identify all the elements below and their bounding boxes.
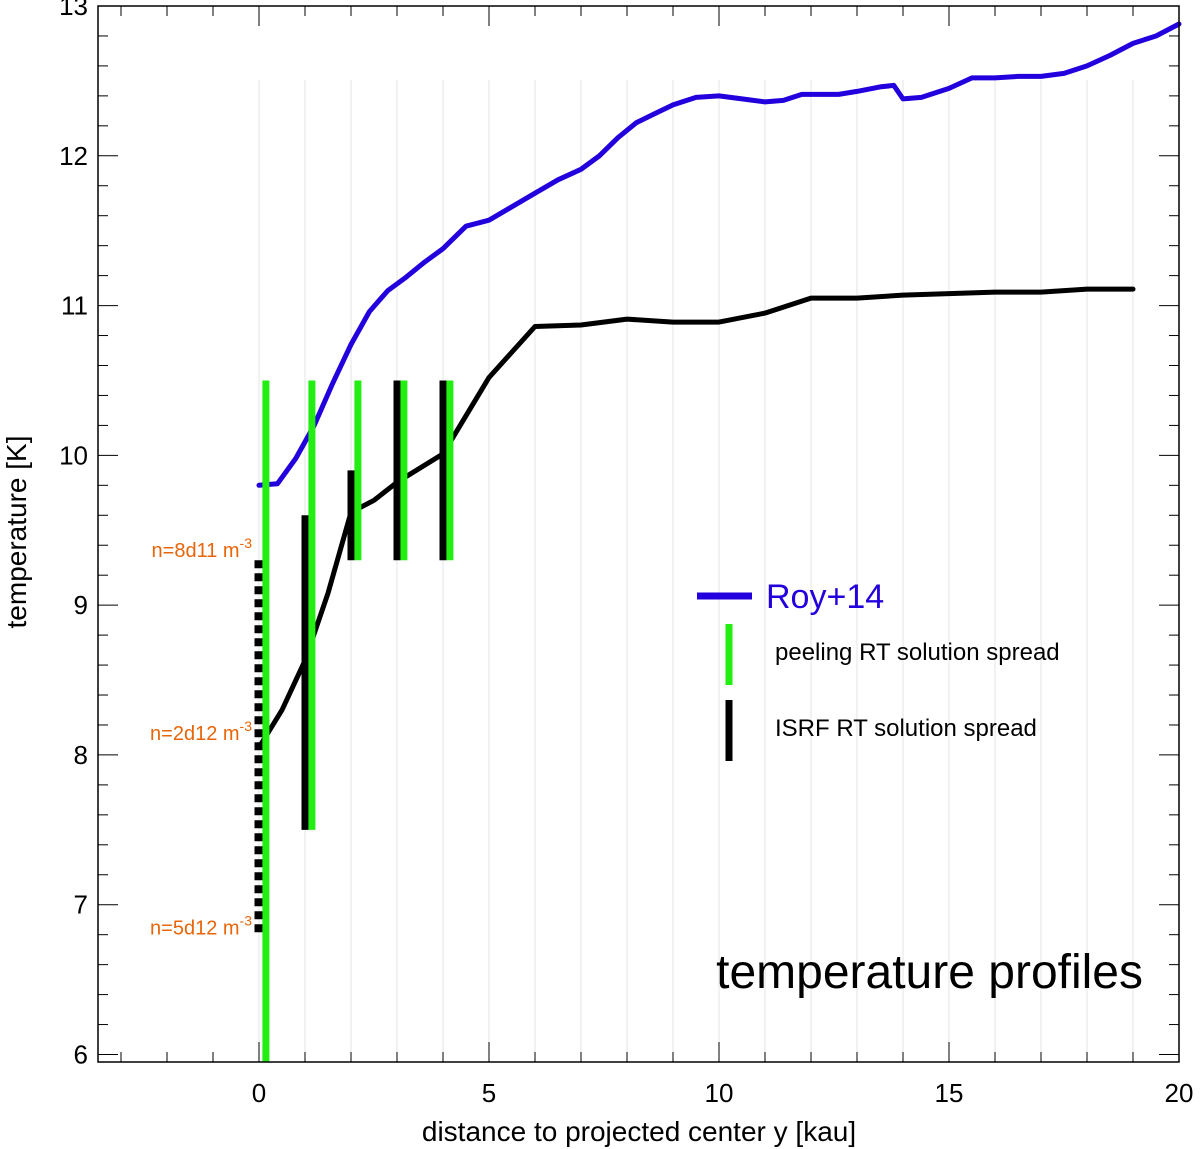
x-axis-label: distance to projected center y [kau] xyxy=(422,1116,856,1147)
y-tick-label: 11 xyxy=(61,291,88,321)
plot-frame xyxy=(97,5,1180,1063)
y-tick-label: 13 xyxy=(59,0,88,21)
axes xyxy=(97,5,1180,1063)
y-axis-label: temperature [K] xyxy=(1,436,32,629)
tick-labels: 0 5 10 15 20 6 7 8 9 10 11 12 13 xyxy=(59,0,1193,1108)
series-line-model xyxy=(256,286,1136,750)
chart-marks: n=8d11 m-3 n=2d12 m-3 n=5d12 m-3 xyxy=(150,21,1182,1062)
x-tick-label: 0 xyxy=(252,1078,266,1108)
chart-title: temperature profiles xyxy=(716,946,1143,999)
x-tick-label: 15 xyxy=(935,1078,964,1108)
y-tick-label: 12 xyxy=(59,141,88,171)
x-tick-label: 20 xyxy=(1165,1078,1194,1108)
density-annotation: n=8d11 m-3 xyxy=(152,535,253,562)
y-tick-label: 7 xyxy=(74,890,88,920)
legend-label-roy: Roy+14 xyxy=(766,578,884,616)
y-tick-label: 10 xyxy=(59,440,88,470)
density-annotation-exponent: -3 xyxy=(240,535,253,551)
x-tick-label: 10 xyxy=(705,1078,734,1108)
density-annotation-exponent: -3 xyxy=(240,913,253,929)
legend-label-peeling: peeling RT solution spread xyxy=(775,639,1060,666)
density-annotation-exponent: -3 xyxy=(240,718,253,734)
density-annotation: n=2d12 m-3 xyxy=(150,718,252,745)
y-tick-label: 9 xyxy=(74,590,88,620)
x-tick-label: 5 xyxy=(482,1078,496,1108)
legend-label-isrf: ISRF RT solution spread xyxy=(775,715,1037,742)
y-tick-label: 6 xyxy=(74,1040,88,1070)
series-line-roy14 xyxy=(256,21,1182,488)
legend: Roy+14 peeling RT solution spread ISRF R… xyxy=(697,578,1060,761)
vertical-gridlines xyxy=(258,80,1180,1062)
density-annotation: n=5d12 m-3 xyxy=(150,913,252,940)
y-tick-label: 8 xyxy=(74,740,88,770)
